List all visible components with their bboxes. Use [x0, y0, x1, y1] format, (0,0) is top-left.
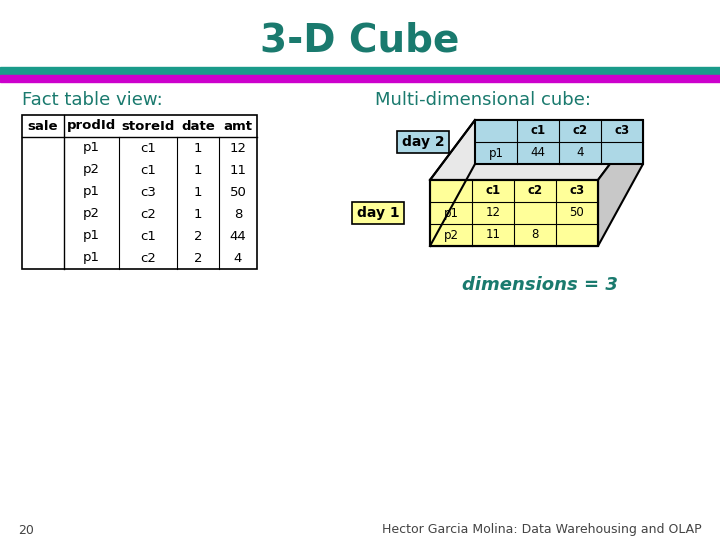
- Text: c3: c3: [140, 186, 156, 199]
- Text: Multi-dimensional cube:: Multi-dimensional cube:: [375, 91, 591, 109]
- Text: c1: c1: [140, 141, 156, 154]
- Text: 20: 20: [18, 523, 34, 537]
- Text: c2: c2: [140, 207, 156, 220]
- Text: day 1: day 1: [356, 206, 400, 220]
- Text: p1: p1: [83, 230, 100, 242]
- Polygon shape: [475, 120, 643, 164]
- Bar: [0, 75, 720, 82]
- Bar: [0, 67, 720, 75]
- Text: c2: c2: [528, 185, 543, 198]
- Text: c3: c3: [570, 185, 585, 198]
- Text: 1: 1: [194, 207, 202, 220]
- Text: 1: 1: [194, 141, 202, 154]
- Text: 2: 2: [194, 252, 202, 265]
- Text: p2: p2: [83, 164, 100, 177]
- Text: c1: c1: [140, 164, 156, 177]
- Text: c3: c3: [614, 125, 629, 138]
- Text: date: date: [181, 119, 215, 132]
- Text: 12: 12: [485, 206, 500, 219]
- Polygon shape: [430, 120, 643, 180]
- Text: p1: p1: [83, 252, 100, 265]
- Text: 4: 4: [234, 252, 242, 265]
- Text: p1: p1: [83, 186, 100, 199]
- Text: 12: 12: [230, 141, 246, 154]
- Text: 50: 50: [230, 186, 246, 199]
- Text: 8: 8: [531, 228, 539, 241]
- Text: 1: 1: [194, 186, 202, 199]
- Text: c1: c1: [531, 125, 546, 138]
- Text: 44: 44: [230, 230, 246, 242]
- Text: sale: sale: [28, 119, 58, 132]
- Text: p1: p1: [488, 146, 503, 159]
- Text: c2: c2: [140, 252, 156, 265]
- Text: 2: 2: [194, 230, 202, 242]
- Text: Hector Garcia Molina: Data Warehousing and OLAP: Hector Garcia Molina: Data Warehousing a…: [382, 523, 702, 537]
- Text: prodId: prodId: [67, 119, 116, 132]
- Text: c1: c1: [485, 185, 500, 198]
- Text: p1: p1: [83, 141, 100, 154]
- Text: 50: 50: [570, 206, 585, 219]
- Text: 1: 1: [194, 164, 202, 177]
- Text: p2: p2: [83, 207, 100, 220]
- Text: p2: p2: [444, 228, 459, 241]
- Text: 4: 4: [576, 146, 584, 159]
- Text: Fact table view:: Fact table view:: [22, 91, 163, 109]
- Polygon shape: [430, 180, 598, 246]
- Polygon shape: [598, 120, 643, 246]
- Text: p1: p1: [444, 206, 459, 219]
- Text: dimensions = 3: dimensions = 3: [462, 276, 618, 294]
- Text: 44: 44: [531, 146, 546, 159]
- Bar: [397, 131, 449, 153]
- Text: amt: amt: [223, 119, 253, 132]
- Text: storeId: storeId: [121, 119, 175, 132]
- Text: 3-D Cube: 3-D Cube: [261, 21, 459, 59]
- Text: c1: c1: [140, 230, 156, 242]
- Text: c2: c2: [572, 125, 588, 138]
- Text: 8: 8: [234, 207, 242, 220]
- Bar: [22, 115, 257, 269]
- Bar: [352, 202, 404, 224]
- Text: 11: 11: [230, 164, 246, 177]
- Text: day 2: day 2: [402, 135, 444, 149]
- Text: 11: 11: [485, 228, 500, 241]
